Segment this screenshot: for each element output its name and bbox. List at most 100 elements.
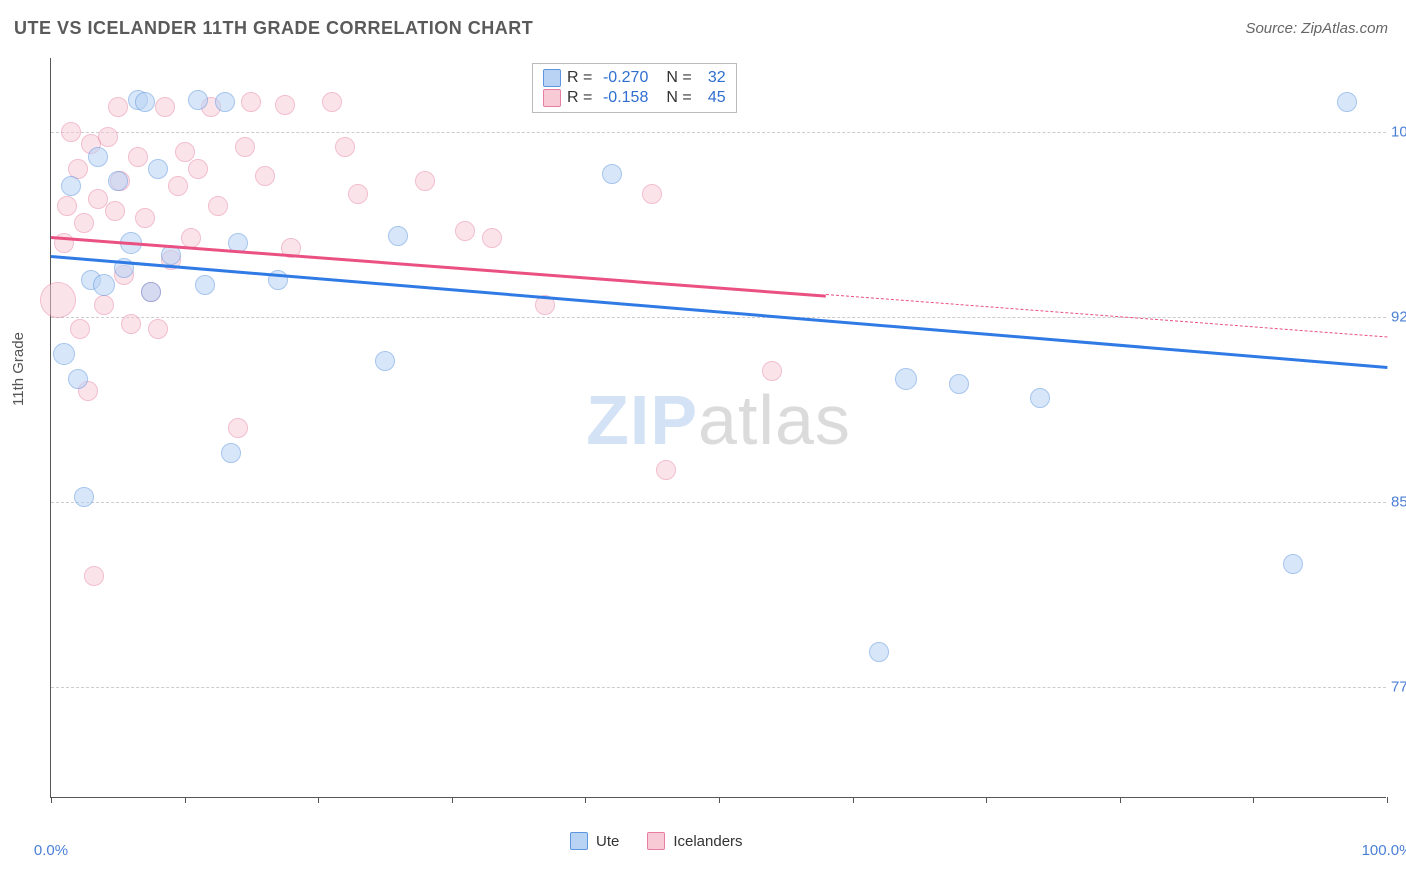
icelanders-point <box>128 147 148 167</box>
trend-line <box>826 294 1387 337</box>
source-label: Source: ZipAtlas.com <box>1245 20 1388 37</box>
x-tick <box>318 797 319 803</box>
ute-point <box>215 92 235 112</box>
icelanders-point <box>84 566 104 586</box>
ute-point <box>74 487 94 507</box>
icelanders-point <box>61 122 81 142</box>
x-tick <box>452 797 453 803</box>
corr-row-icelanders: R = -0.158 N = 45 <box>533 88 736 108</box>
y-tick-label: 77.5% <box>1391 679 1406 696</box>
x-tick <box>585 797 586 803</box>
icelanders-point <box>208 196 228 216</box>
ute-point <box>388 226 408 246</box>
icelanders-point <box>762 361 782 381</box>
x-axis-legend: Ute Icelanders <box>570 832 763 850</box>
r-value: -0.158 <box>598 89 648 107</box>
y-tick-label: 100.0% <box>1391 124 1406 141</box>
ute-point <box>188 90 208 110</box>
icelanders-legend-swatch <box>647 832 665 850</box>
gridline-h <box>51 502 1386 503</box>
icelanders-point <box>40 282 76 318</box>
x-tick <box>986 797 987 803</box>
watermark: ZIPatlas <box>586 380 851 460</box>
ute-point <box>93 274 115 296</box>
ute-point <box>1030 388 1050 408</box>
icelanders-point <box>348 184 368 204</box>
ute-point <box>195 275 215 295</box>
ute-point <box>221 443 241 463</box>
y-axis-label: 11th Grade <box>10 332 27 406</box>
x-tick <box>1387 797 1388 803</box>
legend-item-ute: Ute <box>570 832 619 850</box>
icelanders-point <box>335 137 355 157</box>
x-tick <box>853 797 854 803</box>
y-tick-label: 85.0% <box>1391 494 1406 511</box>
icelanders-point <box>228 418 248 438</box>
ute-point <box>895 368 917 390</box>
n-label: N = <box>666 69 691 87</box>
r-value: -0.270 <box>598 69 648 87</box>
icelanders-legend-label: Icelanders <box>673 833 742 850</box>
trend-line <box>51 255 1387 369</box>
n-value: 45 <box>698 89 726 107</box>
gridline-h <box>51 317 1386 318</box>
r-label: R = <box>567 89 592 107</box>
x-tick <box>719 797 720 803</box>
n-value: 32 <box>698 69 726 87</box>
chart-title: UTE VS ICELANDER 11TH GRADE CORRELATION … <box>14 18 533 39</box>
corr-row-ute: R = -0.270 N = 32 <box>533 68 736 88</box>
correlation-legend-box: R = -0.270 N = 32 R = -0.158 N = 45 <box>532 63 737 113</box>
ute-point <box>375 351 395 371</box>
ute-legend-label: Ute <box>596 833 619 850</box>
icelanders-point <box>175 142 195 162</box>
x-tick-label: 0.0% <box>34 842 68 859</box>
icelanders-point <box>155 97 175 117</box>
ute-point <box>949 374 969 394</box>
icelanders-point <box>70 319 90 339</box>
icelanders-point <box>94 295 114 315</box>
ute-point <box>141 282 161 302</box>
watermark-part2: atlas <box>698 381 851 459</box>
icelanders-point <box>275 95 295 115</box>
ute-point <box>602 164 622 184</box>
icelanders-point <box>415 171 435 191</box>
icelanders-point <box>105 201 125 221</box>
ute-point <box>61 176 81 196</box>
plot-area: ZIPatlas 77.5%85.0%92.5%100.0%0.0%100.0% <box>50 58 1386 798</box>
x-tick <box>1253 797 1254 803</box>
ute-point <box>1283 554 1303 574</box>
icelanders-point <box>656 460 676 480</box>
icelanders-point <box>482 228 502 248</box>
x-tick <box>51 797 52 803</box>
ute-point <box>68 369 88 389</box>
icelanders-point <box>135 208 155 228</box>
icelanders-point <box>98 127 118 147</box>
icelanders-point <box>241 92 261 112</box>
ute-point <box>88 147 108 167</box>
icelanders-point <box>188 159 208 179</box>
n-label: N = <box>666 89 691 107</box>
icelanders-point <box>108 97 128 117</box>
icelanders-point <box>235 137 255 157</box>
icelanders-point <box>455 221 475 241</box>
icelanders-point <box>168 176 188 196</box>
icelanders-point <box>255 166 275 186</box>
icelanders-point <box>322 92 342 112</box>
watermark-part1: ZIP <box>586 381 698 459</box>
ute-swatch <box>543 69 561 87</box>
ute-point <box>135 92 155 112</box>
gridline-h <box>51 132 1386 133</box>
x-tick <box>1120 797 1121 803</box>
ute-point <box>53 343 75 365</box>
ute-legend-swatch <box>570 832 588 850</box>
icelanders-point <box>74 213 94 233</box>
ute-point <box>1337 92 1357 112</box>
x-tick-label: 100.0% <box>1362 842 1406 859</box>
chart-container: UTE VS ICELANDER 11TH GRADE CORRELATION … <box>0 0 1406 892</box>
legend-item-icelanders: Icelanders <box>647 832 742 850</box>
r-label: R = <box>567 69 592 87</box>
icelanders-point <box>181 228 201 248</box>
gridline-h <box>51 687 1386 688</box>
ute-point <box>108 171 128 191</box>
ute-point <box>869 642 889 662</box>
